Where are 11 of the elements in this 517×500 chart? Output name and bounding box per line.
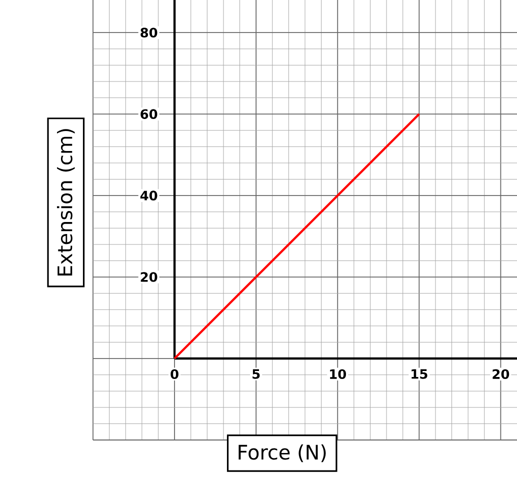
x-tick-label: 0 — [170, 369, 178, 380]
y-tick-label: 80 — [140, 28, 158, 38]
x-axis-title: Force (N) — [238, 444, 326, 462]
y-tick-label: 60 — [140, 109, 158, 119]
x-tick-label: 20 — [492, 369, 510, 380]
x-tick-label: 15 — [412, 369, 428, 379]
y-tick-label: 20 — [140, 272, 158, 282]
y-tick-label: 40 — [140, 190, 158, 200]
y-axis-title: Extension (cm) — [56, 129, 75, 276]
x-tick-label: 5 — [252, 369, 260, 379]
x-tick-label: 10 — [330, 369, 346, 380]
